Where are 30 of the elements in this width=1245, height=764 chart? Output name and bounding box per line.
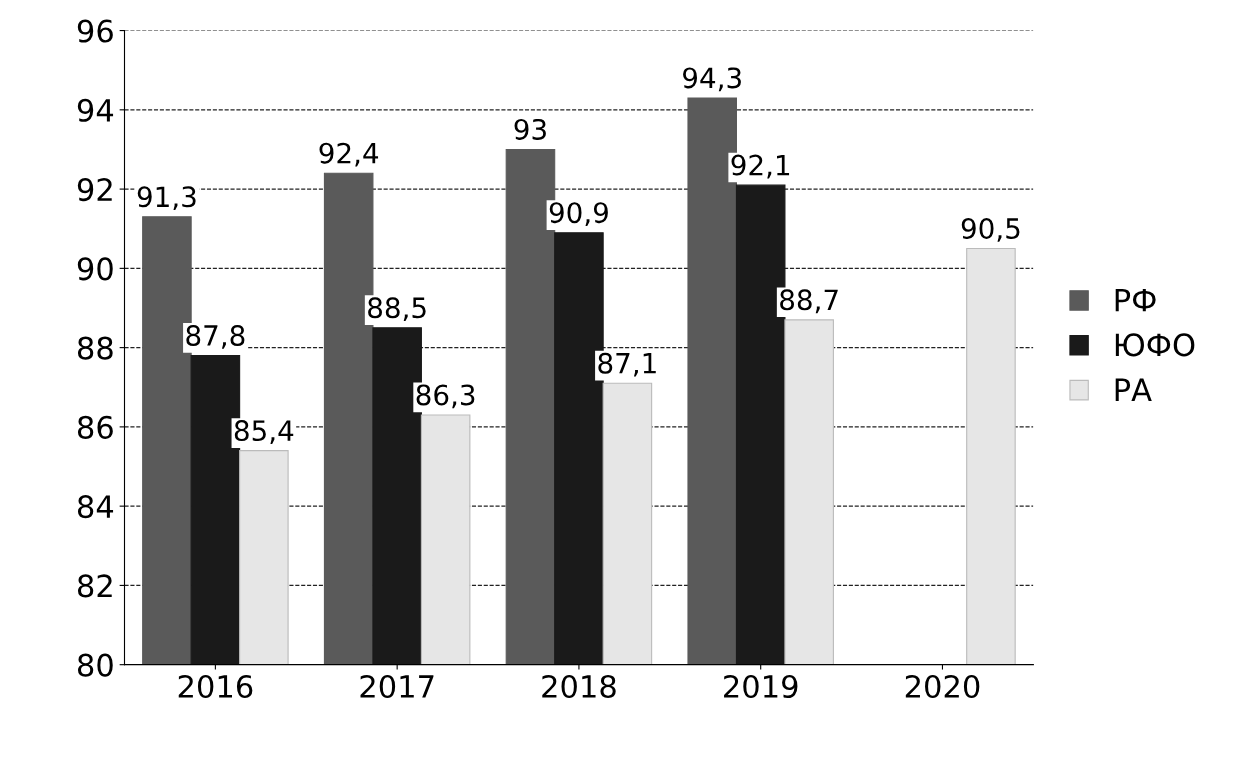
x-tick-label: 2016 bbox=[178, 674, 253, 699]
x-tick-label: 2017 bbox=[360, 674, 434, 699]
data-label: 90,9 bbox=[549, 202, 608, 226]
data-label: 88,5 bbox=[368, 297, 426, 322]
data-label: 91,3 bbox=[137, 186, 196, 211]
y-tick-label: 84 bbox=[77, 495, 114, 519]
legend-label: РА bbox=[1115, 378, 1152, 401]
y-tick-label: 90 bbox=[77, 257, 113, 281]
data-label: 86,3 bbox=[416, 384, 475, 409]
y-tick-label: 96 bbox=[77, 19, 113, 43]
legend-label: ЮФО bbox=[1115, 333, 1195, 357]
data-label: 87,8 bbox=[186, 324, 245, 349]
y-tick-label: 88 bbox=[77, 336, 113, 360]
data-label: 85,4 bbox=[234, 420, 294, 444]
x-tick-label: 2020 bbox=[905, 674, 980, 699]
y-tick-label: 82 bbox=[77, 574, 112, 598]
y-tick-label: 92 bbox=[77, 178, 112, 202]
data-label: 94,3 bbox=[683, 67, 741, 92]
y-tick-label: 86 bbox=[77, 415, 113, 439]
data-label: 88,7 bbox=[780, 289, 838, 314]
data-label: 92,1 bbox=[731, 154, 790, 179]
data-label: 90,5 bbox=[961, 217, 1020, 242]
data-label: 92,4 bbox=[319, 142, 379, 167]
y-tick-label: 80 bbox=[77, 653, 113, 677]
legend-label: РФ bbox=[1115, 288, 1156, 312]
data-label: 87,1 bbox=[598, 352, 656, 377]
x-tick-label: 2018 bbox=[542, 674, 616, 699]
y-tick-label: 94 bbox=[77, 98, 114, 122]
x-tick-label: 2019 bbox=[724, 674, 798, 699]
data-label: 93 bbox=[514, 118, 546, 140]
